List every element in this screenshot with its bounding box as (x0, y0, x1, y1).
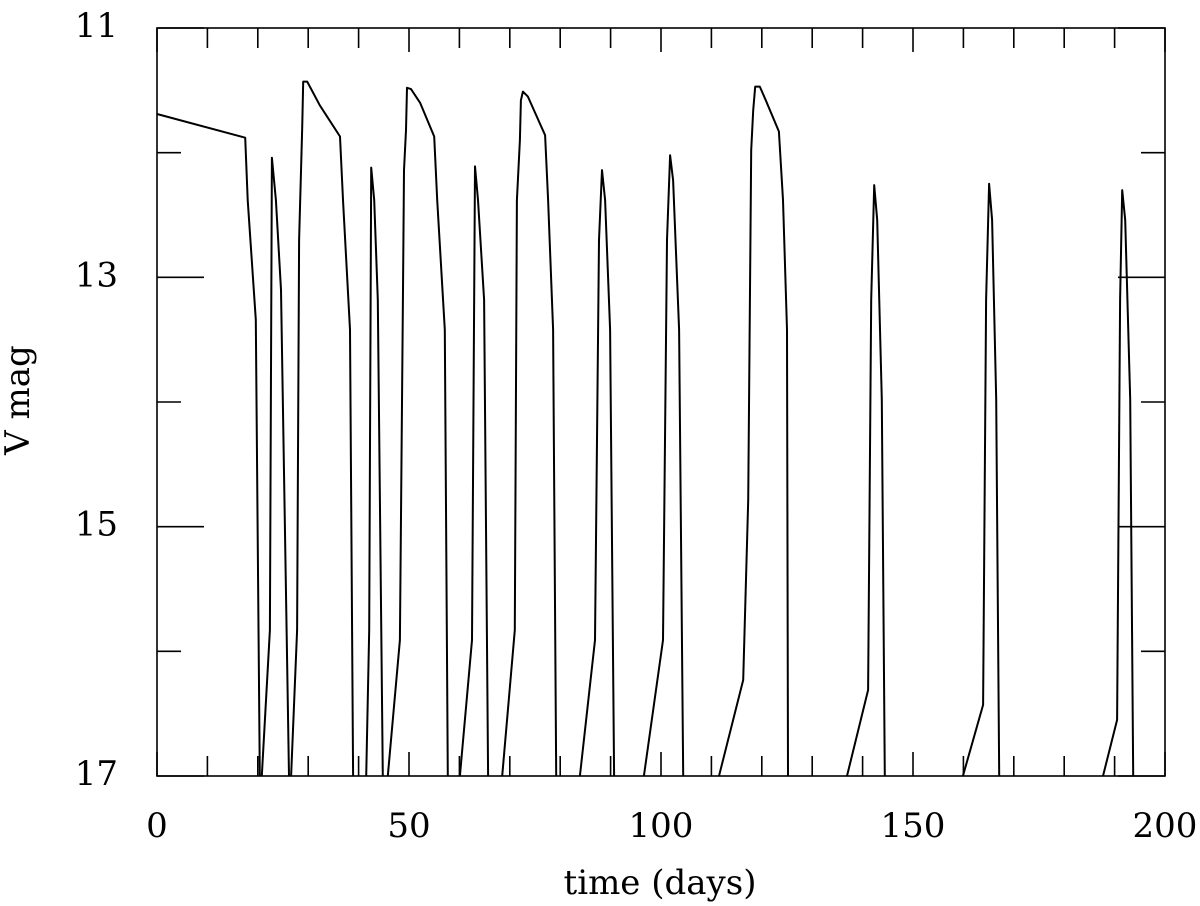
y-tick-label: 15 (75, 505, 118, 545)
x-tick-label: 200 (1133, 806, 1198, 846)
x-tick-label: 0 (146, 806, 168, 846)
plot-frame (156, 27, 1166, 777)
y-axis-title: V mag (0, 345, 38, 456)
y-tick-label: 13 (75, 255, 118, 295)
light-curve (156, 80, 1135, 777)
x-tick-label: 100 (629, 806, 694, 846)
x-tick-label: 50 (387, 806, 430, 846)
y-tick-label: 11 (75, 6, 118, 46)
x-tick-label: 150 (881, 806, 946, 846)
y-tick-label: 17 (75, 754, 118, 794)
x-axis-title: time (days) (564, 863, 757, 903)
